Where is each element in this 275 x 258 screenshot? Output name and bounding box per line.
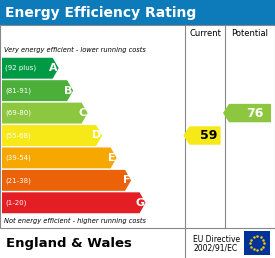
Text: Potential: Potential [232,29,268,38]
Text: 76: 76 [247,107,264,119]
Polygon shape [2,58,59,79]
Polygon shape [2,170,131,191]
Text: C: C [79,108,87,118]
Text: E: E [108,153,116,163]
Text: (21-38): (21-38) [5,177,31,184]
Text: England & Wales: England & Wales [6,237,132,249]
Polygon shape [2,125,102,146]
Polygon shape [2,103,88,124]
Polygon shape [2,80,73,101]
Text: (55-68): (55-68) [5,132,31,139]
Bar [0,25,275,228]
Text: 59: 59 [200,129,218,142]
Polygon shape [2,148,117,168]
Text: D: D [92,131,101,141]
Polygon shape [2,192,145,213]
Bar [244,231,270,255]
Bar [185,25,225,43]
Text: (92 plus): (92 plus) [5,65,36,71]
Bar [225,25,275,43]
Text: Not energy efficient - higher running costs: Not energy efficient - higher running co… [4,218,146,224]
Bar [0,0,275,25]
Polygon shape [183,126,221,145]
Text: (81-91): (81-91) [5,87,31,94]
Polygon shape [223,104,271,122]
Text: (39-54): (39-54) [5,155,31,161]
Text: B: B [64,86,72,96]
Text: 2002/91/EC: 2002/91/EC [193,244,237,253]
Text: F: F [123,175,130,185]
Bar [0,228,275,258]
Text: (69-80): (69-80) [5,110,31,116]
Text: A: A [49,63,58,73]
Text: Very energy efficient - lower running costs: Very energy efficient - lower running co… [4,47,146,53]
Text: EU Directive: EU Directive [193,235,240,244]
Text: Current: Current [189,29,221,38]
Text: Energy Efficiency Rating: Energy Efficiency Rating [5,5,196,20]
Text: (1-20): (1-20) [5,199,26,206]
Text: G: G [135,198,145,208]
